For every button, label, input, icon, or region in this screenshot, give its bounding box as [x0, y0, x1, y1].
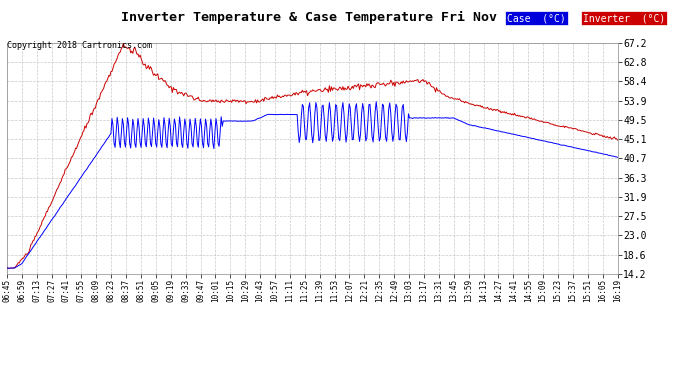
Text: Case  (°C): Case (°C) [507, 13, 566, 23]
Text: Inverter  (°C): Inverter (°C) [583, 13, 665, 23]
Text: Copyright 2018 Cartronics.com: Copyright 2018 Cartronics.com [7, 41, 152, 50]
Text: Inverter Temperature & Case Temperature Fri Nov 23 16:19: Inverter Temperature & Case Temperature … [121, 11, 569, 24]
